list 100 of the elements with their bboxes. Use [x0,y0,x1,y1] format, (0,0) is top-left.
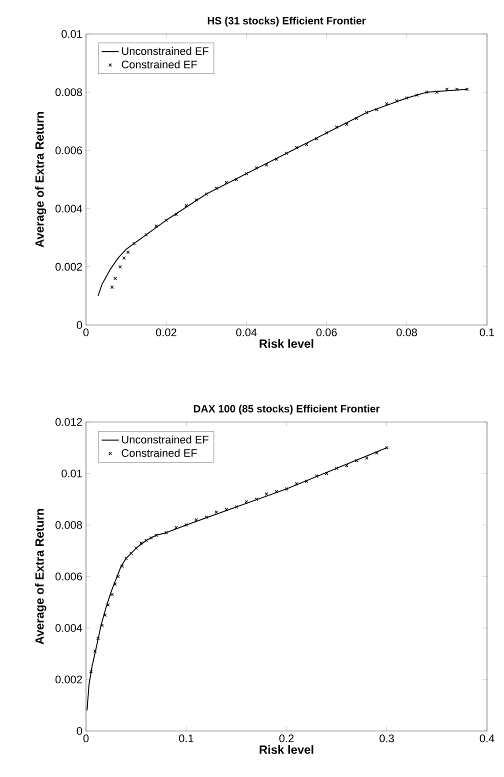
point [344,122,348,126]
y-tick-label: 0 [76,727,82,735]
point [425,90,429,94]
x-tick-label: 0.04 [236,328,257,336]
point [174,526,178,530]
x-tick-label: 0.08 [396,328,417,336]
point [144,233,148,237]
legend-label: Constrained EF [122,448,197,457]
x-tick-label: 0 [83,734,89,742]
point [100,624,104,628]
point [455,88,459,92]
point [364,110,368,114]
point [139,541,143,545]
point [224,508,228,512]
legend-label: Unconstrained EF [122,46,208,55]
point [126,250,130,254]
y-axis-title: Average of Extra Return [35,509,46,644]
point [324,472,328,476]
x-axis-title: Risk level [260,745,314,754]
point [113,582,117,586]
chart-title: DAX 100 (85 stocks) Efficient Frontier [194,404,380,414]
point [294,482,298,486]
legend-label: Constrained EF [122,60,197,68]
point [93,649,97,653]
chart-title: HS (31 stocks) Efficient Frontier [208,16,366,26]
x-tick-label: 0.06 [316,328,337,336]
y-tick-label: 0.01 [62,30,82,38]
point [144,538,148,542]
point [234,505,238,509]
point [284,152,288,156]
point [164,218,168,222]
y-tick-label: 0.002 [55,262,82,271]
point [244,500,248,504]
x-tick-label: 0.2 [279,734,294,742]
point [324,131,328,135]
point [174,212,178,216]
point [274,490,278,494]
point [204,192,208,196]
x-tick-label: 0 [83,328,89,336]
point [334,125,338,129]
x-tick-label: 0.1 [480,328,494,336]
point [254,166,258,170]
y-tick-label: 0.008 [55,88,82,96]
point [129,552,133,556]
y-tick-label: 0.002 [55,676,82,684]
point [234,178,238,182]
y-tick-label: 0.004 [55,624,82,632]
point [314,474,318,478]
y-tick-label: 0.004 [55,204,82,212]
point [110,592,114,596]
point [214,510,218,514]
y-tick-label: 0.01 [62,470,82,478]
point [103,613,107,617]
point [106,603,110,607]
point [395,99,399,103]
point [89,670,93,674]
x-tick-label: 0.1 [179,734,194,742]
x-axis-title: Risk level [260,339,314,348]
point [284,487,288,491]
legend-label: Unconstrained EF [122,435,208,444]
point [415,93,419,97]
point [110,285,114,289]
point [96,636,100,640]
point [405,96,409,100]
x-tick-label: 0.3 [380,734,394,742]
point [264,492,268,496]
point [364,456,368,460]
point [274,157,278,161]
point [118,265,122,269]
point [194,518,198,522]
point [304,142,308,146]
point [120,564,124,568]
point [244,172,248,176]
x-tick-label: 0.02 [156,328,176,336]
point [344,464,348,468]
point [124,556,128,560]
point [334,466,338,470]
point [264,163,268,167]
point [114,276,118,280]
y-tick-label: 0 [76,321,82,329]
y-tick-label: 0.006 [55,572,82,580]
point [214,186,218,190]
point [374,451,378,455]
point [134,546,138,550]
point [132,242,136,246]
point [374,108,378,112]
point [384,102,389,106]
point [154,224,158,228]
point [194,198,198,202]
y-axis-title: Average of Extra Return [35,112,46,248]
point [204,516,208,520]
point [435,90,439,94]
point [154,534,158,538]
x-tick-label: 0.4 [480,734,494,742]
point [314,136,318,141]
point [224,180,228,184]
point [354,116,358,120]
y-tick-label: 0.008 [55,521,82,529]
point [184,523,188,527]
point [254,497,258,501]
